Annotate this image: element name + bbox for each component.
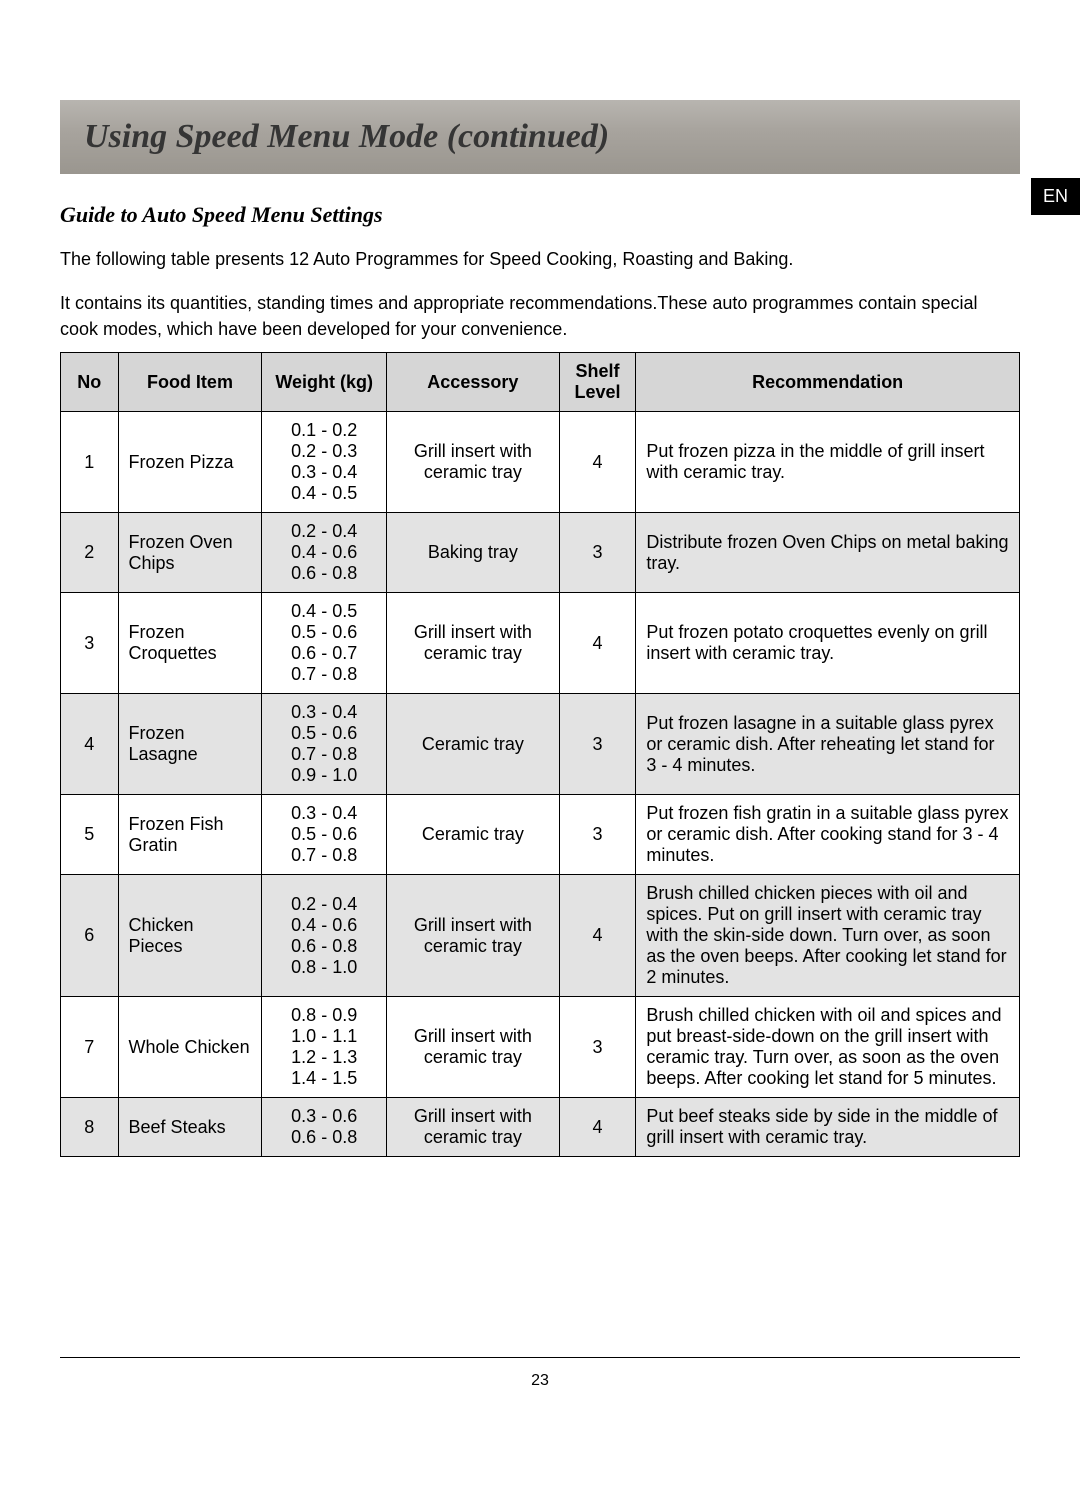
cell-recommendation: Brush chilled chicken with oil and spice…: [636, 997, 1020, 1098]
cell-accessory: Ceramic tray: [387, 795, 560, 875]
table-row: 3Frozen Croquettes0.4 - 0.5 0.5 - 0.6 0.…: [61, 593, 1020, 694]
table-row: 2Frozen Oven Chips0.2 - 0.4 0.4 - 0.6 0.…: [61, 513, 1020, 593]
page-number: 23: [531, 1372, 549, 1389]
col-no: No: [61, 353, 119, 412]
table-body: 1Frozen Pizza0.1 - 0.2 0.2 - 0.3 0.3 - 0…: [61, 412, 1020, 1157]
cell-shelf: 4: [559, 412, 636, 513]
cell-weight: 0.3 - 0.6 0.6 - 0.8: [262, 1098, 387, 1157]
section-subtitle: Guide to Auto Speed Menu Settings: [60, 202, 1020, 228]
settings-table: No Food Item Weight (kg) Accessory Shelf…: [60, 352, 1020, 1157]
col-weight: Weight (kg): [262, 353, 387, 412]
table-row: 6Chicken Pieces0.2 - 0.4 0.4 - 0.6 0.6 -…: [61, 875, 1020, 997]
cell-no: 8: [61, 1098, 119, 1157]
cell-accessory: Baking tray: [387, 513, 560, 593]
col-accessory: Accessory: [387, 353, 560, 412]
cell-recommendation: Put frozen pizza in the middle of grill …: [636, 412, 1020, 513]
col-shelf: Shelf Level: [559, 353, 636, 412]
cell-weight: 0.1 - 0.2 0.2 - 0.3 0.3 - 0.4 0.4 - 0.5: [262, 412, 387, 513]
cell-weight: 0.4 - 0.5 0.5 - 0.6 0.6 - 0.7 0.7 - 0.8: [262, 593, 387, 694]
cell-recommendation: Brush chilled chicken pieces with oil an…: [636, 875, 1020, 997]
cell-weight: 0.2 - 0.4 0.4 - 0.6 0.6 - 0.8: [262, 513, 387, 593]
cell-food: Frozen Oven Chips: [118, 513, 262, 593]
title-bar: Using Speed Menu Mode (continued): [60, 100, 1020, 174]
cell-no: 7: [61, 997, 119, 1098]
cell-shelf: 4: [559, 1098, 636, 1157]
table-row: 5Frozen Fish Gratin0.3 - 0.4 0.5 - 0.6 0…: [61, 795, 1020, 875]
col-food: Food Item: [118, 353, 262, 412]
cell-shelf: 3: [559, 513, 636, 593]
cell-weight: 0.3 - 0.4 0.5 - 0.6 0.7 - 0.8 0.9 - 1.0: [262, 694, 387, 795]
language-tab: EN: [1031, 178, 1080, 215]
cell-food: Frozen Lasagne: [118, 694, 262, 795]
content-block: Guide to Auto Speed Menu Settings The fo…: [60, 202, 1020, 1157]
cell-accessory: Grill insert with ceramic tray: [387, 593, 560, 694]
cell-accessory: Grill insert with ceramic tray: [387, 875, 560, 997]
page-container: Using Speed Menu Mode (continued) EN Gui…: [0, 0, 1080, 1430]
page-title: Using Speed Menu Mode (continued): [84, 118, 996, 156]
cell-accessory: Grill insert with ceramic tray: [387, 1098, 560, 1157]
cell-food: Frozen Pizza: [118, 412, 262, 513]
cell-recommendation: Put beef steaks side by side in the midd…: [636, 1098, 1020, 1157]
cell-no: 5: [61, 795, 119, 875]
intro-line-1: The following table presents 12 Auto Pro…: [60, 246, 1020, 272]
table-row: 8Beef Steaks0.3 - 0.6 0.6 - 0.8Grill ins…: [61, 1098, 1020, 1157]
cell-recommendation: Put frozen fish gratin in a suitable gla…: [636, 795, 1020, 875]
table-row: 4Frozen Lasagne0.3 - 0.4 0.5 - 0.6 0.7 -…: [61, 694, 1020, 795]
cell-recommendation: Put frozen lasagne in a suitable glass p…: [636, 694, 1020, 795]
cell-shelf: 3: [559, 997, 636, 1098]
cell-food: Frozen Fish Gratin: [118, 795, 262, 875]
cell-no: 3: [61, 593, 119, 694]
cell-recommendation: Distribute frozen Oven Chips on metal ba…: [636, 513, 1020, 593]
cell-accessory: Grill insert with ceramic tray: [387, 997, 560, 1098]
cell-no: 2: [61, 513, 119, 593]
table-header: No Food Item Weight (kg) Accessory Shelf…: [61, 353, 1020, 412]
col-recommend: Recommendation: [636, 353, 1020, 412]
cell-food: Frozen Croquettes: [118, 593, 262, 694]
table-row: 7Whole Chicken0.8 - 0.9 1.0 - 1.1 1.2 - …: [61, 997, 1020, 1098]
cell-weight: 0.3 - 0.4 0.5 - 0.6 0.7 - 0.8: [262, 795, 387, 875]
table-row: 1Frozen Pizza0.1 - 0.2 0.2 - 0.3 0.3 - 0…: [61, 412, 1020, 513]
cell-shelf: 3: [559, 694, 636, 795]
cell-no: 4: [61, 694, 119, 795]
cell-recommendation: Put frozen potato croquettes evenly on g…: [636, 593, 1020, 694]
cell-accessory: Ceramic tray: [387, 694, 560, 795]
cell-food: Beef Steaks: [118, 1098, 262, 1157]
cell-food: Chicken Pieces: [118, 875, 262, 997]
cell-accessory: Grill insert with ceramic tray: [387, 412, 560, 513]
cell-shelf: 3: [559, 795, 636, 875]
cell-no: 1: [61, 412, 119, 513]
cell-weight: 0.2 - 0.4 0.4 - 0.6 0.6 - 0.8 0.8 - 1.0: [262, 875, 387, 997]
cell-shelf: 4: [559, 593, 636, 694]
intro-line-2: It contains its quantities, standing tim…: [60, 290, 1020, 342]
cell-no: 6: [61, 875, 119, 997]
page-footer: 23: [60, 1357, 1020, 1390]
cell-food: Whole Chicken: [118, 997, 262, 1098]
cell-shelf: 4: [559, 875, 636, 997]
cell-weight: 0.8 - 0.9 1.0 - 1.1 1.2 - 1.3 1.4 - 1.5: [262, 997, 387, 1098]
